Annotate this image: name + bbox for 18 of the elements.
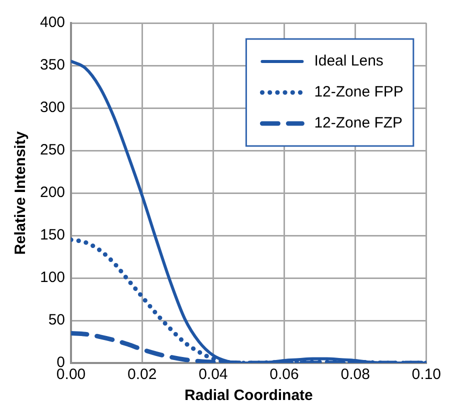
legend-label: 12-Zone FZP xyxy=(314,114,403,132)
y-tick-label: 400 xyxy=(40,14,66,32)
y-tick-label: 100 xyxy=(40,269,66,286)
y-tick-label: 200 xyxy=(40,184,66,202)
x-tick-label: 0.06 xyxy=(270,366,299,384)
y-tick-label: 300 xyxy=(40,99,66,116)
y-tick-label: 50 xyxy=(48,312,66,329)
y-tick-label: 350 xyxy=(40,56,66,74)
legend-label: Ideal Lens xyxy=(314,52,384,70)
y-tick-label: 250 xyxy=(40,142,66,159)
x-tick-label: 0.10 xyxy=(412,366,442,384)
x-tick-label: 0.02 xyxy=(128,366,157,384)
x-axis-title: Radial Coordinate xyxy=(184,387,313,404)
legend-label: 12-Zone FPP xyxy=(314,84,404,101)
y-axis-title: Relative Intensity xyxy=(12,130,30,255)
x-tick-label: 0.08 xyxy=(340,366,370,384)
x-tick-label: 0.04 xyxy=(198,366,228,384)
y-tick-label: 150 xyxy=(40,226,66,244)
